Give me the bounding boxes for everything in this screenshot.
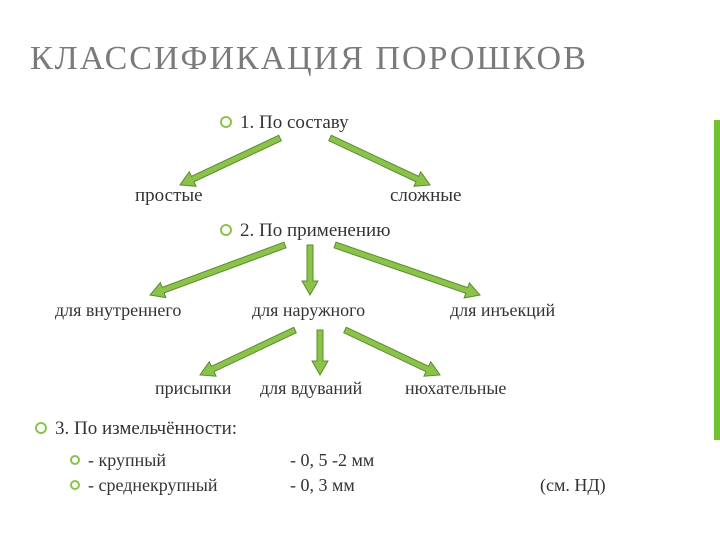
section1-left: простые bbox=[135, 185, 203, 207]
section2-sub-right: нюхательные bbox=[405, 378, 506, 399]
arrow-icon bbox=[344, 327, 440, 376]
slide: КЛАССИФИКАЦИЯ ПОРОШКОВ 1. По составу про… bbox=[0, 0, 720, 540]
section3-row1-wrap: - крупный bbox=[70, 450, 166, 471]
bullet-icon bbox=[220, 224, 232, 236]
section2-right: для инъекций bbox=[450, 300, 555, 321]
arrow-icon bbox=[200, 327, 296, 376]
section1-right: сложные bbox=[390, 185, 461, 207]
bullet-icon bbox=[70, 480, 80, 490]
section2-mid: для наружного bbox=[252, 300, 365, 321]
section2-left: для внутреннего bbox=[55, 300, 181, 321]
arrow-icon bbox=[180, 135, 281, 186]
bullet-icon bbox=[70, 455, 80, 465]
section3-row1-label: - крупный bbox=[88, 450, 166, 470]
section3-note: (см. НД) bbox=[540, 475, 606, 496]
section1-heading-wrap: 1. По составу bbox=[220, 112, 349, 134]
section2-heading-wrap: 2. По применению bbox=[220, 220, 390, 242]
arrow-icon bbox=[150, 242, 286, 297]
arrow-icon bbox=[334, 242, 480, 298]
section2-heading: 2. По применению bbox=[240, 220, 390, 241]
section3-row2-wrap: - среднекрупный bbox=[70, 475, 218, 496]
section3-row1-val: - 0, 5 -2 мм bbox=[290, 450, 374, 471]
arrow-icon bbox=[312, 330, 328, 375]
section3-row2-val: - 0, 3 мм bbox=[290, 475, 355, 496]
slide-title: КЛАССИФИКАЦИЯ ПОРОШКОВ bbox=[30, 40, 588, 78]
section3-row2-label: - среднекрупный bbox=[88, 475, 218, 495]
section3-heading: 3. По измельчённости: bbox=[55, 418, 237, 439]
arrow-icon bbox=[302, 245, 318, 295]
arrow-icon bbox=[329, 135, 430, 186]
bullet-icon bbox=[220, 116, 232, 128]
section3-heading-wrap: 3. По измельчённости: bbox=[35, 418, 237, 440]
section2-sub-mid: для вдуваний bbox=[260, 378, 362, 399]
side-accent-bar bbox=[714, 120, 720, 440]
section1-heading: 1. По составу bbox=[240, 112, 349, 133]
bullet-icon bbox=[35, 422, 47, 434]
section2-sub-left: присыпки bbox=[155, 378, 231, 399]
